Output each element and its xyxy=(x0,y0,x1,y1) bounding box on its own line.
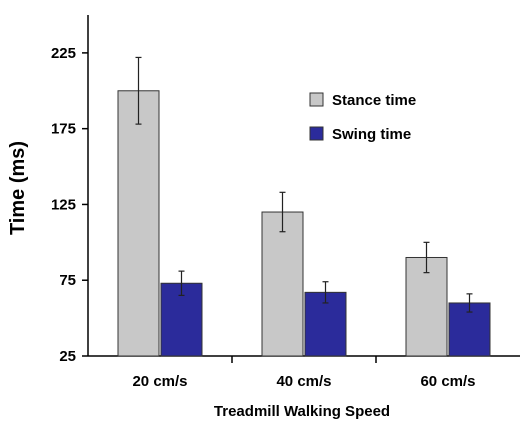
y-tick-label: 75 xyxy=(59,272,76,289)
y-tick-label: 25 xyxy=(59,348,76,365)
legend-swatch-swing xyxy=(309,126,324,141)
x-tick-label: 60 cm/s xyxy=(420,373,475,390)
x-axis-title: Treadmill Walking Speed xyxy=(214,403,390,420)
legend-swatch-stance xyxy=(309,92,324,107)
bar-stance-0 xyxy=(117,90,160,357)
bar-stance-1 xyxy=(261,211,304,357)
legend: Stance time Swing time xyxy=(309,92,416,143)
y-tick-label: 125 xyxy=(51,196,76,213)
y-tick-label: 225 xyxy=(51,45,76,62)
x-tick-label: 40 cm/s xyxy=(276,373,331,390)
x-tick-label: 20 cm/s xyxy=(132,373,187,390)
legend-label-swing: Swing time xyxy=(332,126,411,143)
plot-area: 25 75 125 175 225 20 cm/s 40 cm/s 60 cm/s xyxy=(51,15,520,390)
y-axis-title: Time (ms) xyxy=(7,141,29,235)
bar-swing-1 xyxy=(304,291,347,357)
legend-label-stance: Stance time xyxy=(332,92,416,109)
y-tick-label: 175 xyxy=(51,121,76,138)
